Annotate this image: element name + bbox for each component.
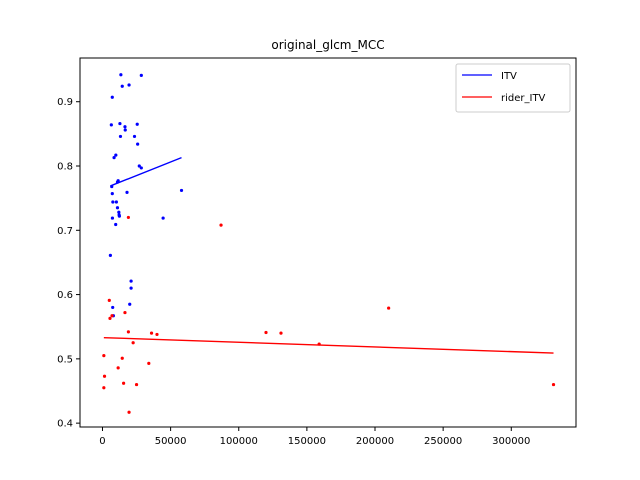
y-tick-label: 0.4 [57, 419, 73, 430]
data-point-rider-itv [120, 356, 124, 360]
data-point-rider-itv [147, 361, 151, 365]
data-point-rider-itv [116, 366, 120, 370]
data-point-itv [109, 123, 113, 127]
data-point-rider-itv [387, 306, 391, 310]
legend-box [455, 63, 571, 113]
data-point-rider-itv [102, 354, 106, 358]
data-point-itv [114, 222, 118, 227]
data-point-rider-itv [149, 331, 154, 335]
data-point-itv [136, 142, 140, 146]
x-tick-label: 0 [99, 436, 105, 447]
trend-line-rider-itv [103, 336, 554, 354]
data-point-itv [114, 200, 118, 204]
data-point-rider-itv [126, 215, 130, 220]
data-point-rider-itv [102, 386, 106, 390]
x-tick-label: 100000 [220, 436, 258, 447]
axes: 0 50000 100000 150000 200000 250000 300000 0.4 0… [57, 97, 530, 447]
legend-label-rider-itv: rider_ITV [501, 93, 546, 104]
data-point-itv [115, 206, 120, 210]
data-point-rider-itv [317, 342, 321, 346]
y-tick-label: 0.9 [57, 97, 73, 108]
axes-frame [79, 57, 577, 428]
data-point-rider-itv [108, 316, 112, 320]
data-point-itv [115, 180, 120, 184]
data-point-itv [179, 188, 184, 193]
data-point-itv [110, 192, 114, 196]
data-point-itv [117, 214, 121, 218]
data-point-rider-itv [551, 382, 556, 387]
data-point-itv [110, 184, 114, 189]
data-point-itv [125, 190, 129, 194]
y-tick-label: 0.7 [57, 226, 73, 237]
data-point-itv [123, 128, 127, 132]
legend: ITV rider_ITV [455, 63, 571, 113]
data-point-itv [120, 84, 124, 88]
data-point-itv [127, 83, 131, 87]
data-point-rider-itv [107, 298, 111, 302]
data-point-rider-itv [122, 381, 126, 385]
data-point-itv [129, 286, 133, 290]
data-point-itv [123, 125, 127, 129]
data-point-rider-itv [279, 331, 283, 335]
data-point-rider-itv [102, 374, 107, 378]
y-tick-label: 0.5 [57, 354, 73, 365]
data-point-itv [137, 164, 141, 168]
x-tick-label: 150000 [288, 436, 326, 447]
data-point-itv [110, 95, 114, 99]
x-tick-label: 300000 [492, 436, 530, 447]
data-point-rider-itv [155, 332, 159, 337]
data-point-itv [161, 216, 165, 220]
data-point-rider-itv [134, 382, 139, 387]
data-point-itv [129, 279, 133, 283]
x-tick-label: 50000 [155, 436, 187, 447]
data-point-itv [117, 210, 121, 214]
plot-area [102, 73, 556, 414]
chart-title: original_glcm_MCC [271, 38, 384, 52]
data-point-itv [118, 134, 123, 139]
data-point-itv [132, 134, 137, 139]
data-point-rider-itv [264, 330, 268, 335]
data-point-itv [108, 253, 112, 257]
data-point-itv [112, 156, 116, 160]
y-tick-label: 0.6 [57, 290, 73, 301]
x-tick-label: 250000 [424, 436, 462, 447]
trend-line-itv [110, 156, 182, 187]
y-tick-label: 0.8 [57, 162, 73, 173]
data-point-rider-itv [127, 410, 131, 414]
x-tick-label: 200000 [356, 436, 394, 447]
data-point-rider-itv [131, 341, 135, 345]
data-point-itv [111, 305, 115, 310]
data-point-itv [114, 153, 118, 157]
data-point-rider-itv [126, 330, 130, 334]
data-point-rider-itv [110, 314, 114, 318]
data-point-itv [128, 302, 132, 306]
data-point-itv [110, 216, 115, 220]
data-point-itv [111, 200, 115, 204]
data-point-itv [139, 166, 143, 170]
data-point-itv [135, 122, 139, 126]
data-point-itv [139, 73, 143, 77]
data-point-rider-itv [123, 310, 127, 315]
legend-label-itv: ITV [501, 71, 517, 82]
data-point-itv [118, 121, 122, 126]
data-point-itv [119, 73, 123, 77]
data-point-rider-itv [219, 223, 223, 227]
